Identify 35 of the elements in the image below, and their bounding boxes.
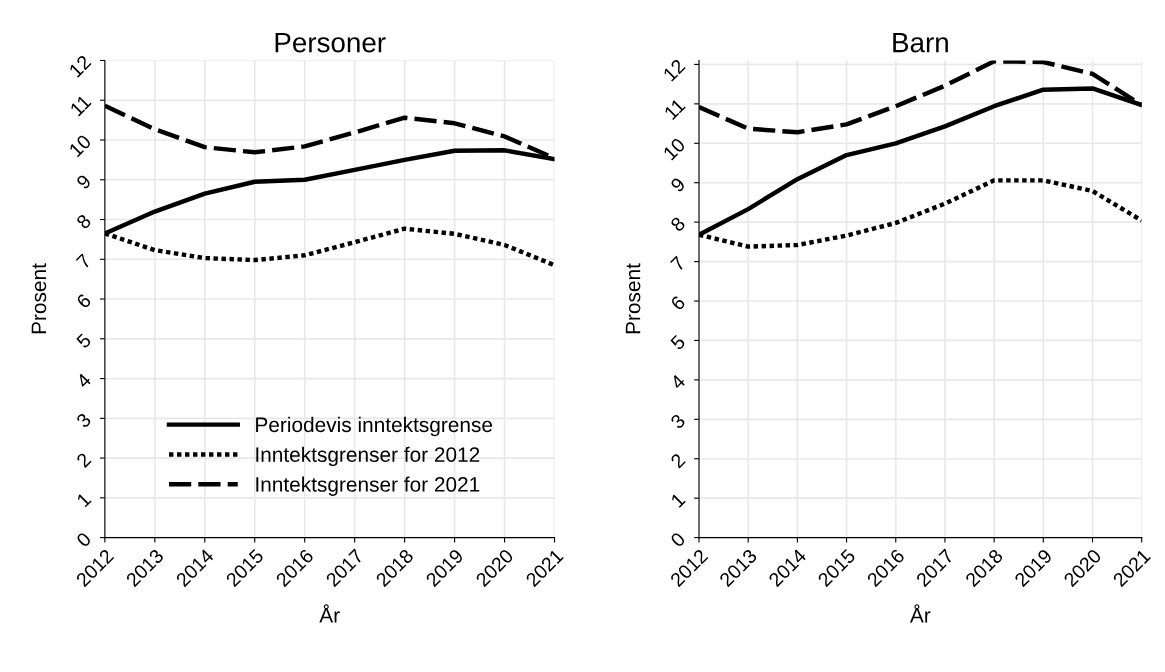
y-tick-label: 0 bbox=[75, 531, 92, 548]
y-tick-label: 12 bbox=[662, 58, 686, 82]
chart-title: Barn bbox=[893, 33, 948, 53]
y-tick-label: 9 bbox=[669, 176, 686, 193]
y-tick-label: 5 bbox=[75, 332, 92, 349]
legend-label: Inntektsgrenser for 2012 bbox=[256, 446, 480, 467]
y-tick-label: 6 bbox=[669, 294, 686, 312]
legend-label: Inntektsgrenser for 2021 bbox=[256, 476, 480, 496]
x-axis-title: År bbox=[909, 604, 931, 623]
chart-title: Personer bbox=[275, 33, 386, 53]
legend-label: Periodevis inntektsgrense bbox=[256, 416, 493, 437]
y-axis-title: Prosent bbox=[31, 263, 47, 334]
y-tick-label: 0 bbox=[669, 531, 687, 548]
y-tick-label: 11 bbox=[69, 94, 92, 117]
x-axis-title: År bbox=[319, 604, 340, 623]
y-tick-label: 12 bbox=[68, 54, 92, 78]
y-tick-label: 1 bbox=[670, 492, 686, 508]
y-tick-label: 11 bbox=[663, 97, 686, 120]
y-tick-label: 3 bbox=[669, 413, 686, 430]
y-tick-label: 6 bbox=[75, 292, 92, 310]
y-tick-label: 9 bbox=[75, 173, 92, 190]
y-tick-label: 10 bbox=[662, 137, 687, 161]
y-tick-label: 4 bbox=[75, 372, 92, 389]
y-tick-label: 7 bbox=[670, 255, 686, 272]
y-tick-label: 5 bbox=[669, 334, 686, 351]
y-tick-label: 1 bbox=[76, 491, 92, 508]
y-tick-label: 8 bbox=[669, 216, 686, 233]
y-tick-label: 2 bbox=[669, 452, 686, 469]
y-tick-label: 10 bbox=[68, 133, 92, 158]
y-tick-label: 7 bbox=[75, 253, 92, 270]
y-tick-label: 2 bbox=[75, 452, 92, 468]
y-tick-label: 3 bbox=[75, 412, 92, 429]
y-tick-label: 4 bbox=[669, 373, 687, 391]
y-axis-title: Prosent bbox=[625, 263, 641, 334]
y-tick-label: 8 bbox=[75, 213, 92, 230]
